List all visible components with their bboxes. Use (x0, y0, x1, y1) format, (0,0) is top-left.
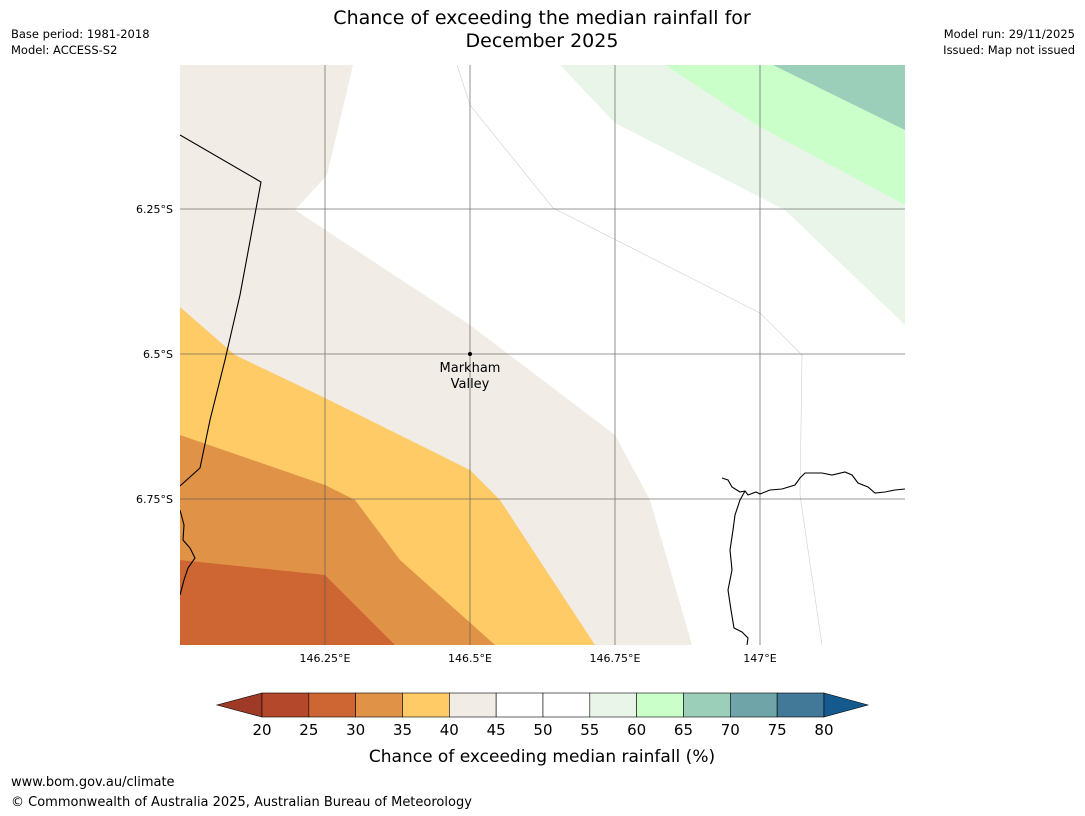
footer-copyright: © Commonwealth of Australia 2025, Austra… (11, 795, 472, 810)
colorbar-segment (449, 692, 497, 718)
map-title-line1: Chance of exceeding the median rainfall … (333, 7, 751, 29)
colorbar-tick-label: 25 (299, 721, 318, 739)
colorbar-tick-label: 80 (814, 721, 833, 739)
lat-label: 6.5°S (143, 348, 173, 361)
location-marker (468, 352, 472, 356)
model-run-text: Model run: 29/11/2025 (943, 27, 1075, 41)
colorbar-segment (683, 692, 731, 718)
colorbar-tick-label: 55 (580, 721, 599, 739)
colorbar-tick-label: 70 (721, 721, 740, 739)
colorbar-segment (542, 692, 591, 718)
lon-label: 146.75°E (590, 652, 641, 665)
colorbar-segment (308, 692, 356, 718)
coastline-west (727, 490, 749, 645)
lon-label: 146.5°E (448, 652, 492, 665)
map-title: Chance of exceeding the median rainfall … (292, 7, 792, 53)
colorbar-tick-label: 35 (393, 721, 412, 739)
coastline (721, 471, 905, 496)
colorbar-tick-label: 60 (627, 721, 646, 739)
metadata-right: Model run: 29/11/2025 Issued: Map not is… (943, 26, 1075, 58)
map-title-line2: December 2025 (465, 30, 619, 52)
colorbar: 20 25 30 35 40 45 50 55 60 65 70 75 80 (215, 692, 870, 739)
colorbar-segment (636, 692, 684, 718)
lat-label: 6.25°S (136, 203, 173, 216)
colorbar-segment (776, 692, 825, 718)
map-area (180, 65, 905, 645)
province-boundary-south (180, 509, 196, 596)
colorbar-tick-label: 40 (440, 721, 459, 739)
colorbar-tick-label: 45 (487, 721, 506, 739)
province-boundary (180, 134, 262, 487)
place-label-line2: Valley (451, 377, 490, 392)
footer-url[interactable]: www.bom.gov.au/climate (11, 775, 175, 790)
colorbar-segment (402, 692, 450, 718)
colorbar-extend-low (215, 692, 263, 718)
base-period-text: Base period: 1981-2018 (11, 27, 150, 41)
colorbar-label: Chance of exceeding median rainfall (%) (369, 747, 715, 767)
colorbar-segment (729, 692, 778, 718)
colorbar-segment (261, 692, 310, 718)
metadata-left: Base period: 1981-2018 Model: ACCESS-S2 (11, 26, 150, 58)
colorbar-segment (589, 692, 637, 718)
colorbar-tick-label: 65 (674, 721, 693, 739)
colorbar-tick-label: 50 (533, 721, 552, 739)
colorbar-segment (355, 692, 403, 718)
colorbar-tick-label: 30 (346, 721, 365, 739)
region-25-30 (180, 560, 395, 645)
place-label-line1: Markham (440, 361, 501, 376)
model-text: Model: ACCESS-S2 (11, 43, 118, 57)
lon-label: 146.25°E (300, 652, 351, 665)
issued-text: Issued: Map not issued (943, 43, 1075, 57)
colorbar-tick-label: 75 (768, 721, 787, 739)
colorbar-extend-high (823, 692, 870, 718)
colorbar-tick-label: 20 (252, 721, 271, 739)
lon-label: 147°E (743, 652, 776, 665)
colorbar-segment (495, 692, 544, 718)
region-65-70 (773, 65, 905, 130)
lat-label: 6.75°S (136, 493, 173, 506)
